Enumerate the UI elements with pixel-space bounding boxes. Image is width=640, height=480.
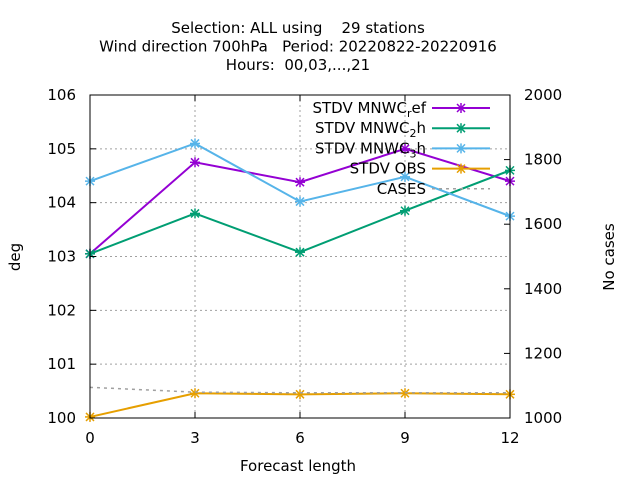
x-tick-label: 6: [295, 429, 305, 447]
series-line: [89, 386, 510, 394]
y2-tick-label: 1800: [524, 151, 562, 169]
y-tick-label: 102: [47, 301, 76, 319]
legend-label: CASES: [377, 180, 426, 198]
y2-tick-label: 1600: [524, 215, 562, 233]
data-point: [190, 208, 200, 219]
legend-entry: CASES: [377, 180, 490, 198]
y-tick-label: 105: [47, 140, 76, 158]
y2-tick-label: 2000: [524, 86, 562, 104]
legend-label: STDV MNWCref: [312, 99, 426, 120]
series-cases: [89, 386, 510, 394]
y-tick-label: 103: [47, 248, 76, 266]
data-point: [456, 143, 466, 154]
data-point: [400, 171, 410, 182]
legend-entry: STDV OBS: [350, 160, 490, 178]
data-point: [190, 138, 200, 149]
series: [85, 138, 515, 422]
legend-entry: STDV MNWC2h: [315, 119, 490, 140]
x-tick-label: 0: [85, 429, 95, 447]
legend-label: STDV MNWC2h: [315, 119, 426, 140]
y-tick-label: 100: [47, 409, 76, 427]
legend-entry: STDV MNWC3h: [315, 139, 490, 160]
data-point: [295, 389, 305, 400]
y-axis-label: deg: [6, 243, 24, 271]
data-point: [400, 143, 410, 154]
y2-tick-label: 1400: [524, 280, 562, 298]
data-point: [190, 388, 200, 399]
y2-tick-label: 1000: [524, 409, 562, 427]
data-point: [456, 123, 466, 134]
x-tick-label: 9: [400, 429, 410, 447]
plot-frame: [89, 94, 511, 419]
title-line: Hours: 00,03,...,21: [226, 56, 370, 74]
legend-label: STDV OBS: [350, 160, 426, 178]
data-point: [456, 163, 466, 174]
y2-axis-label: No cases: [600, 223, 618, 291]
y-tick-label: 106: [47, 86, 76, 104]
data-point: [295, 177, 305, 188]
data-point: [295, 196, 305, 207]
y-tick-label: 101: [47, 355, 76, 373]
data-point: [190, 157, 200, 168]
x-tick-label: 3: [190, 429, 200, 447]
legend-label: STDV MNWC3h: [315, 139, 426, 160]
y-tick-label: 104: [47, 194, 76, 212]
data-point: [400, 205, 410, 216]
legend-entry: STDV MNWCref: [312, 99, 490, 120]
data-point: [456, 103, 466, 113]
title-line: Wind direction 700hPa Period: 20220822-2…: [99, 38, 497, 56]
data-point: [295, 247, 305, 258]
y2-tick-label: 1200: [524, 344, 562, 362]
title-line: Selection: ALL using 29 stations: [171, 19, 425, 37]
x-tick-label: 12: [500, 429, 519, 447]
x-axis-label: Forecast length: [240, 457, 356, 475]
tick-labels: 0 3 6 9 12 100 101 102 103 104 105 106 1000 1200 1400 1…: [47, 86, 562, 447]
